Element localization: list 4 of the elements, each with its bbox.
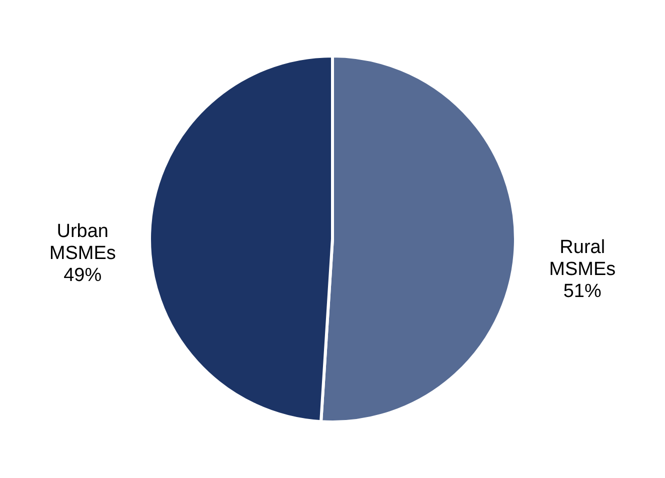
- slice-label: Urban MSMEs: [49, 221, 116, 264]
- data-label: 49%: [64, 265, 102, 286]
- data-label: 51%: [563, 280, 602, 302]
- slice-label: Rural MSMEs: [549, 236, 616, 280]
